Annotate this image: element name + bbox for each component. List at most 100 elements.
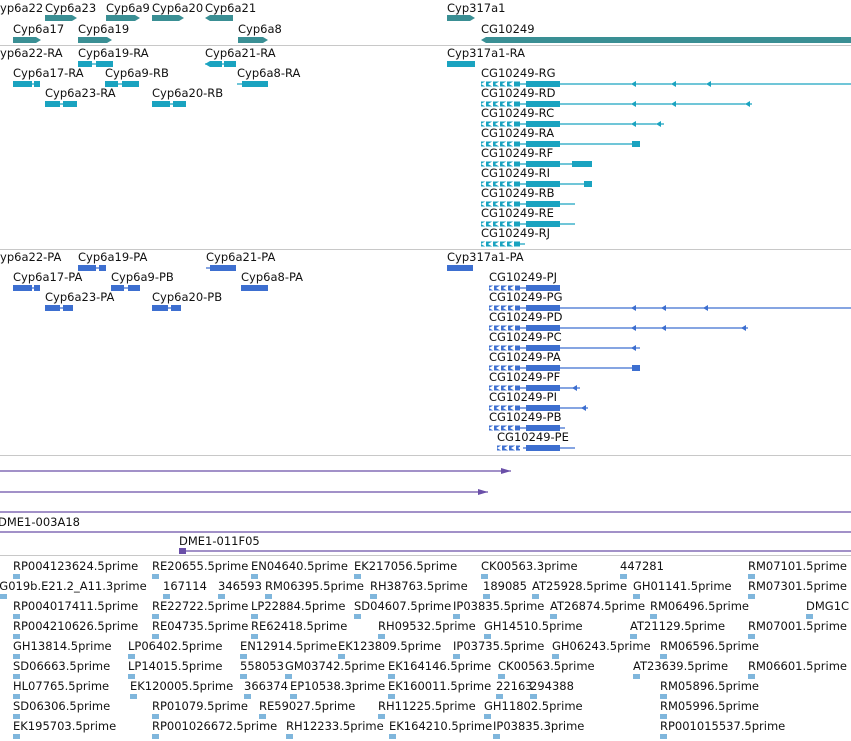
mrna-cg10249[interactable]	[481, 241, 525, 247]
est-feature[interactable]	[748, 594, 755, 599]
protein-cg10249[interactable]	[489, 385, 580, 391]
protein-cyp6a20-pb[interactable]	[152, 305, 181, 311]
est-feature[interactable]	[218, 594, 225, 599]
protein-cyp6a21-pa[interactable]	[206, 265, 236, 271]
protein-cg10249[interactable]	[489, 305, 851, 311]
mrna-cyp6a21-ra[interactable]	[205, 61, 236, 67]
mrna-cyp6a19-ra[interactable]	[78, 61, 113, 67]
protein-cg10249[interactable]	[489, 325, 748, 331]
est-feature[interactable]	[130, 694, 137, 699]
clone-feature[interactable]	[0, 468, 511, 474]
est-feature[interactable]	[620, 574, 627, 579]
est-feature[interactable]	[152, 634, 159, 639]
est-feature[interactable]	[660, 654, 667, 659]
gene-cg10249[interactable]	[481, 37, 851, 43]
est-feature[interactable]	[633, 674, 640, 679]
clone-feature[interactable]	[179, 548, 851, 554]
est-feature[interactable]	[152, 574, 159, 579]
gene-cyp6a8[interactable]	[238, 37, 268, 43]
est-feature[interactable]	[13, 634, 20, 639]
gene-cyp6a17[interactable]	[13, 37, 41, 43]
est-feature[interactable]	[370, 594, 377, 599]
est-feature[interactable]	[13, 674, 20, 679]
est-feature[interactable]	[128, 654, 135, 659]
est-feature[interactable]	[354, 574, 361, 579]
mrna-cg10249[interactable]	[481, 201, 575, 207]
protein-cyp6a9-pb[interactable]	[111, 285, 140, 291]
est-feature[interactable]	[630, 634, 637, 639]
mrna-cyp317a1-ra[interactable]	[447, 61, 475, 67]
mrna-cyp6a8-ra[interactable]	[237, 81, 268, 87]
mrna-cg10249[interactable]	[481, 81, 851, 87]
gene-cyp6a9[interactable]	[106, 15, 140, 21]
est-feature[interactable]	[128, 674, 135, 679]
est-feature[interactable]	[532, 594, 539, 599]
est-feature[interactable]	[530, 694, 537, 699]
est-feature[interactable]	[13, 574, 20, 579]
mrna-cg10249[interactable]	[481, 101, 752, 107]
protein-cg10249[interactable]	[489, 425, 565, 431]
gene-cyp6a20[interactable]	[152, 15, 184, 21]
mrna-cg10249[interactable]	[481, 161, 592, 167]
protein-cyp317a1-pa[interactable]	[447, 265, 473, 271]
est-feature[interactable]	[286, 734, 293, 739]
est-feature[interactable]	[244, 694, 251, 699]
est-feature[interactable]	[13, 714, 20, 719]
est-feature[interactable]	[498, 674, 505, 679]
est-feature[interactable]	[660, 694, 667, 699]
est-feature[interactable]	[13, 614, 20, 619]
est-feature[interactable]	[13, 694, 20, 699]
protein-cg10249[interactable]	[489, 405, 588, 411]
est-feature[interactable]	[389, 734, 396, 739]
est-feature[interactable]	[240, 674, 247, 679]
est-feature[interactable]	[354, 614, 361, 619]
mrna-cg10249[interactable]	[481, 141, 640, 147]
est-feature[interactable]	[484, 634, 491, 639]
protein-cyp6a19-pa[interactable]	[78, 265, 106, 271]
protein-cg10249[interactable]	[489, 365, 640, 371]
est-feature[interactable]	[481, 574, 488, 579]
est-feature[interactable]	[552, 654, 559, 659]
clone-feature[interactable]	[0, 489, 488, 495]
est-feature[interactable]	[633, 594, 640, 599]
mrna-cyp6a23-ra[interactable]	[45, 101, 77, 107]
est-feature[interactable]	[660, 734, 667, 739]
est-feature[interactable]	[748, 634, 755, 639]
est-feature[interactable]	[650, 614, 657, 619]
est-feature[interactable]	[240, 654, 247, 659]
mrna-cg10249[interactable]	[481, 121, 664, 127]
est-feature[interactable]	[251, 634, 258, 639]
est-feature[interactable]	[152, 734, 159, 739]
protein-cg10249[interactable]	[489, 345, 640, 351]
est-feature[interactable]	[338, 654, 345, 659]
est-feature[interactable]	[748, 674, 755, 679]
gene-cyp6a21[interactable]	[205, 15, 233, 21]
est-feature[interactable]	[251, 614, 258, 619]
est-feature[interactable]	[484, 714, 491, 719]
protein-cyp6a8-pa[interactable]	[241, 285, 268, 291]
est-feature[interactable]	[806, 614, 813, 619]
est-feature[interactable]	[251, 574, 258, 579]
gene-cyp317a1[interactable]	[447, 15, 475, 21]
est-feature[interactable]	[259, 714, 266, 719]
est-feature[interactable]	[163, 594, 170, 599]
est-feature[interactable]	[0, 594, 7, 599]
protein-cg10249[interactable]	[489, 285, 560, 291]
est-feature[interactable]	[388, 674, 395, 679]
est-feature[interactable]	[453, 614, 460, 619]
est-feature[interactable]	[453, 654, 460, 659]
est-feature[interactable]	[378, 634, 385, 639]
est-feature[interactable]	[496, 694, 503, 699]
est-feature[interactable]	[378, 714, 385, 719]
mrna-cg10249[interactable]	[481, 181, 592, 187]
est-feature[interactable]	[13, 654, 20, 659]
est-feature[interactable]	[483, 594, 490, 599]
est-feature[interactable]	[13, 734, 20, 739]
est-feature[interactable]	[660, 714, 667, 719]
gene-cyp6a19[interactable]	[78, 37, 112, 43]
protein-cyp6a17-pa[interactable]	[13, 285, 40, 291]
protein-cyp6a23-pa[interactable]	[45, 305, 73, 311]
est-feature[interactable]	[748, 574, 755, 579]
est-feature[interactable]	[290, 694, 297, 699]
est-feature[interactable]	[285, 674, 292, 679]
